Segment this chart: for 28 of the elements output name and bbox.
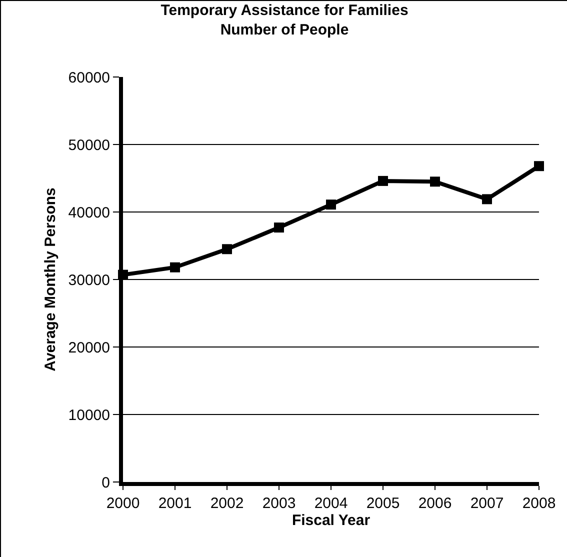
y-tick-label: 50000	[68, 136, 110, 154]
chart-subtitle: Number of People	[220, 21, 349, 38]
point	[378, 176, 388, 186]
x-tick-label: 2007	[470, 495, 504, 512]
y-tick-label: 30000	[68, 272, 110, 289]
chart-title: Temporary Assistance for Families	[160, 2, 408, 19]
point	[482, 194, 492, 204]
point	[222, 244, 232, 254]
x-tick-label: 2005	[366, 495, 400, 512]
point	[534, 161, 544, 172]
y-axis-title: Average Monthly Persons	[42, 188, 60, 372]
point	[170, 262, 180, 272]
x-tick-label: 2008	[522, 495, 556, 512]
x-tick-label: 2004	[314, 495, 348, 512]
x-tick-label: 2001	[158, 495, 192, 512]
x-axis-title: Fiscal Year	[292, 512, 370, 529]
x-tick-label: 2003	[262, 495, 296, 512]
y-tick-label: 0	[102, 474, 110, 492]
point	[274, 222, 284, 233]
x-tick-label: 2002	[210, 495, 244, 512]
y-tick-label: 10000	[68, 406, 110, 424]
point	[326, 200, 336, 210]
y-tick-label: 40000	[68, 204, 110, 222]
point	[430, 176, 440, 187]
x-tick-label: 2006	[418, 495, 452, 512]
y-tick-label: 60000	[68, 69, 110, 86]
y-tick-label: 20000	[68, 339, 110, 356]
x-tick-label: 2000	[106, 495, 140, 512]
